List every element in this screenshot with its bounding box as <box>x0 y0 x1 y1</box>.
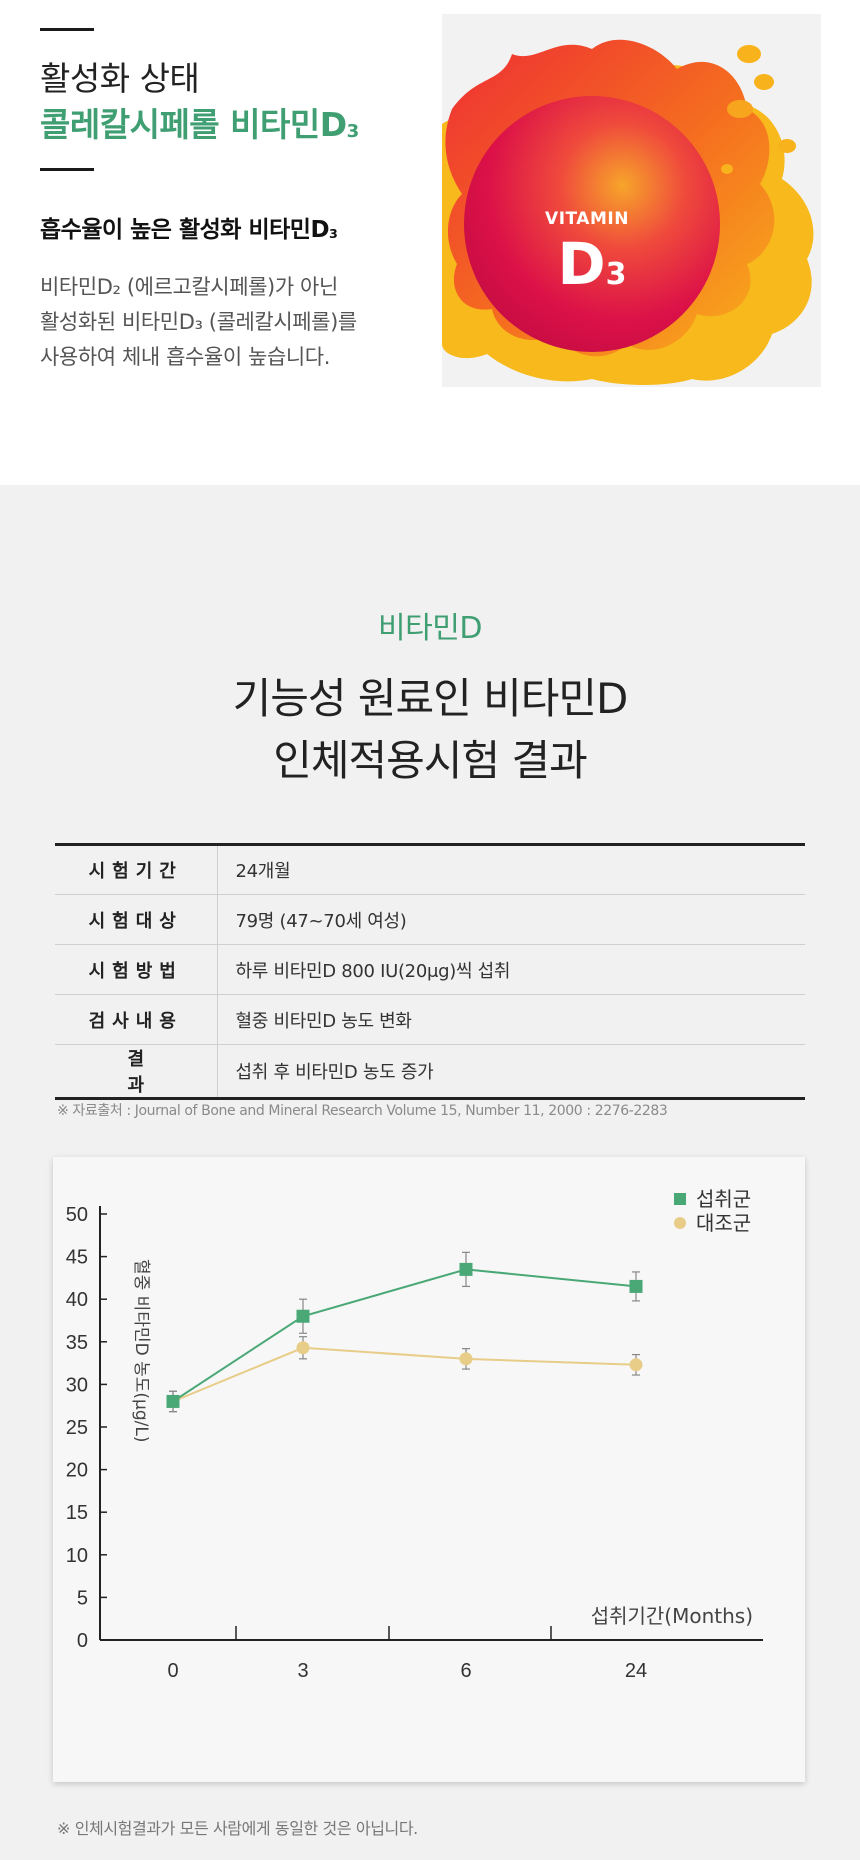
y-tick-label: 45 <box>66 1247 88 1269</box>
data-point-control <box>629 1358 643 1372</box>
subheading: 흡수율이 높은 활성화 비타민D3 <box>40 210 338 244</box>
d3-label: D3 <box>537 232 647 307</box>
table-row: 시험방법 하루 비타민D 800 IU(20μg)씩 섭취 <box>55 944 805 995</box>
description: 비타민D₂ (에르고칼시페롤)가 아닌 활성화된 비타민D₃ (콜레칼시페롤)를… <box>40 270 420 375</box>
data-point-control <box>296 1341 310 1355</box>
table-value: 섭취 후 비타민D 농도 증가 <box>235 1062 434 1083</box>
y-tick-label: 50 <box>66 1204 88 1226</box>
legend-label: 대조군 <box>696 1211 751 1235</box>
d3-letter: D <box>557 230 606 298</box>
x-axis-label: 섭취기간(Months) <box>591 1604 753 1628</box>
line-chart: 0 5 10 15 20 25 30 35 40 45 50 0 3 6 24 혈중 비타민D 농도(μg/L… <box>66 1187 763 1682</box>
legend-marker-treatment <box>674 1193 686 1205</box>
y-tick-label: 35 <box>66 1332 88 1354</box>
footnote: ※ 인체시험결과가 모든 사람에게 동일한 것은 아닙니다. <box>57 1819 418 1838</box>
table-key: 검사내용 <box>55 994 218 1045</box>
table-key: 시험대상 <box>55 894 218 945</box>
x-tick-label: 3 <box>297 1660 308 1682</box>
table-value: 79명 (47~70세 여성) <box>217 894 805 945</box>
table-row: 시험기간 24개월 <box>55 844 805 895</box>
series-line-treatment <box>172 1268 637 1403</box>
section-title-line1: 기능성 원료인 비타민D <box>232 674 629 723</box>
intro-section: 활성화 상태 콜레칼시페롤 비타민D3 흡수율이 높은 활성화 비타민D3 비타… <box>0 0 860 485</box>
table-key: 시험기간 <box>55 844 218 895</box>
description-line: 활성화된 비타민D₃ (콜레칼시페롤)를 <box>40 310 357 334</box>
subheading-main: 흡수율이 높은 활성화 비타민D <box>40 217 330 243</box>
description-line: 비타민D₂ (에르고칼시페롤)가 아닌 <box>40 275 338 299</box>
y-tick-label: 5 <box>77 1587 88 1609</box>
y-tick-label: 10 <box>66 1545 88 1567</box>
vitamin-d3-illustration: VITAMIN D3 <box>442 14 821 387</box>
y-tick-label: 40 <box>66 1289 88 1311</box>
table-key-result: 결과 <box>55 1044 218 1099</box>
trial-info-table: 시험기간 24개월 시험대상 79명 (47~70세 여성) 시험방법 하루 비… <box>55 843 805 1100</box>
d3-subscript: 3 <box>605 257 627 292</box>
data-point-treatment <box>166 1394 180 1408</box>
x-tick-label: 24 <box>625 1660 647 1682</box>
y-tick-label: 30 <box>66 1374 88 1396</box>
chart-card: 0 5 10 15 20 25 30 35 40 45 50 0 3 6 24 혈중 비타민D 농도(μg/L… <box>53 1157 805 1782</box>
table-key: 시험방법 <box>55 944 218 995</box>
x-tick-label: 0 <box>167 1660 178 1682</box>
description-line: 사용하여 체내 흡수율이 높습니다. <box>40 345 330 369</box>
section-title: 기능성 원료인 비타민D 인체적용시험 결과 <box>0 668 860 792</box>
legend-label: 섭취군 <box>696 1187 751 1211</box>
table-value: 24개월 <box>217 844 805 895</box>
data-point-control <box>459 1352 473 1366</box>
heading-line1: 활성화 상태 <box>40 59 200 98</box>
section-title-line2: 인체적용시험 결과 <box>273 736 587 785</box>
legend-marker-control <box>674 1217 686 1229</box>
heading-line2-subscript: 3 <box>346 120 360 142</box>
sun-splash-graphic <box>442 39 814 385</box>
trial-section: 비타민D 기능성 원료인 비타민D 인체적용시험 결과 시험기간 24개월 시험… <box>0 485 860 1860</box>
subheading-subscript: 3 <box>329 225 338 241</box>
data-point-treatment <box>629 1279 643 1293</box>
heading-line2: 콜레칼시페롤 비타민D3 <box>40 98 359 146</box>
bottom-divider <box>40 168 94 171</box>
y-axis-label: 혈중 비타민D 농도(μg/L) <box>131 1259 151 1442</box>
table-row: 시험대상 79명 (47~70세 여성) <box>55 894 805 945</box>
table-row: 결과 섭취 후 비타민D 농도 증가 <box>55 1044 805 1099</box>
vitamin-label: VITAMIN <box>545 209 629 229</box>
x-tick-label: 6 <box>460 1660 471 1682</box>
y-tick-label: 20 <box>66 1460 88 1482</box>
series-line-control <box>172 1346 637 1403</box>
data-point-treatment <box>296 1309 310 1323</box>
section-kicker: 비타민D <box>378 611 482 646</box>
y-tick-label: 25 <box>66 1417 88 1439</box>
table-value: 혈중 비타민D 농도 변화 <box>217 994 805 1045</box>
table-row: 검사내용 혈중 비타민D 농도 변화 <box>55 994 805 1045</box>
y-tick-label: 0 <box>77 1630 88 1652</box>
y-tick-label: 15 <box>66 1502 88 1524</box>
source-note: ※ 자료출처 : Journal of Bone and Mineral Res… <box>57 1103 668 1119</box>
data-point-treatment <box>459 1262 473 1276</box>
heading-line2-main: 콜레칼시페롤 비타민D <box>40 105 347 144</box>
top-divider <box>40 28 94 31</box>
table-value: 하루 비타민D 800 IU(20μg)씩 섭취 <box>217 944 805 995</box>
